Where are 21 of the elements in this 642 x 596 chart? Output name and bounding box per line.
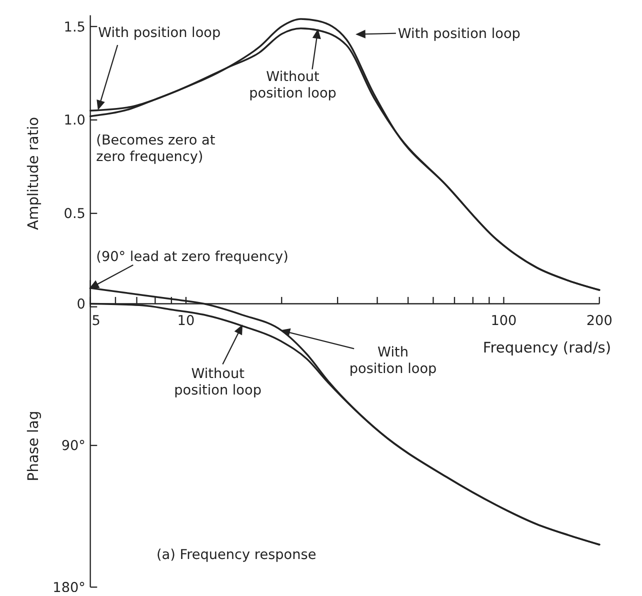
y-tick-label: 0 <box>76 296 86 313</box>
annotation: With position loop <box>349 344 437 377</box>
y-axis-title: Phase lag <box>24 410 42 482</box>
y-tick-label: 1.5 <box>64 19 86 36</box>
annotation: With position loop <box>398 26 520 42</box>
annotation: With position loop <box>98 25 221 42</box>
annotation: (a) Frequency response <box>156 546 316 563</box>
y-axis-title: Amplitude ratio <box>24 116 42 230</box>
annotation: (90° lead at zero frequency) <box>96 249 288 266</box>
annotation: Without position loop <box>249 69 336 102</box>
y-tick-label: 0.5 <box>64 206 86 222</box>
x-tick-label: 10 <box>177 313 195 330</box>
x-tick-label: 200 <box>586 313 612 330</box>
x-tick-label: 100 <box>490 313 517 330</box>
annotation: Without position loop <box>174 366 262 398</box>
x-tick-label: 5 <box>92 313 100 330</box>
y-tick-label: 1.0 <box>64 112 86 129</box>
annotation: (Becomes zero at zero frequency) <box>96 132 216 165</box>
y-tick-label: 180° <box>52 580 86 596</box>
x-axis-title: Frequency (rad/s) <box>482 339 612 356</box>
y-tick-label: 90° <box>61 438 86 454</box>
